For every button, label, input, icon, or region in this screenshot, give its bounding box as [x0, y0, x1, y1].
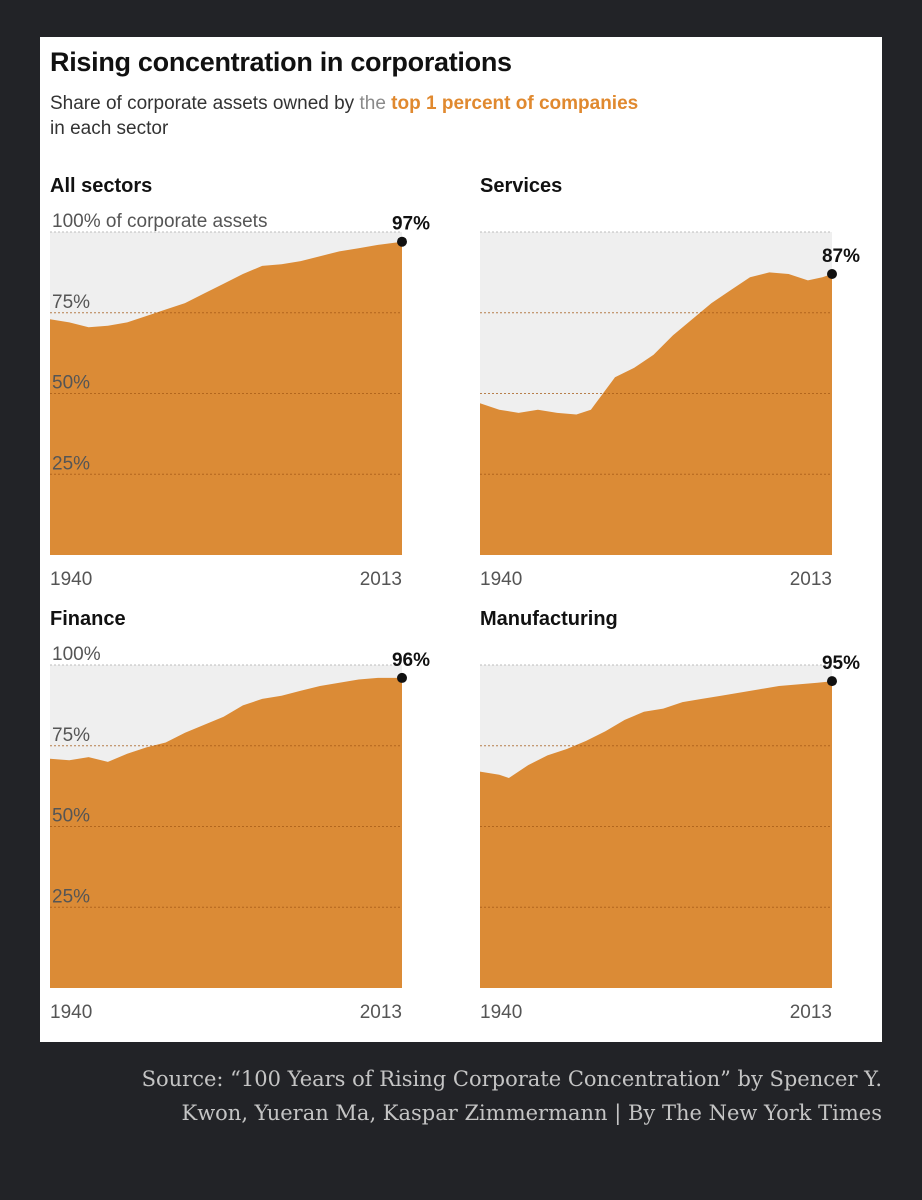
services-x-tick-label-start: 1940: [480, 569, 522, 590]
manufacturing-x-tick-label-start: 1940: [480, 1002, 522, 1023]
services-end-label: 87%: [822, 246, 860, 267]
finance-end-label: 96%: [392, 650, 430, 671]
all-sectors-end-label: 97%: [392, 214, 430, 235]
finance-end-point: [397, 672, 407, 683]
all-sectors-area-series: [50, 241, 402, 555]
finance-title: Finance: [50, 608, 126, 630]
all-sectors-end-point: [397, 236, 407, 247]
services-area-series: [480, 272, 832, 555]
source-credit: Source: “100 Years of Rising Corporate C…: [141, 1067, 882, 1125]
all-sectors-x-tick-label-end: 2013: [360, 569, 402, 590]
finance-x-tick-label-start: 1940: [50, 1002, 92, 1023]
chart-finance: Finance 100% 75% 50% 25% 1940 2013 96%: [50, 608, 430, 1023]
services-title: Services: [480, 175, 562, 197]
chart-manufacturing: Manufacturing 1940 2013 95%: [480, 608, 860, 1023]
subtitle-suffix: in each sector: [50, 118, 169, 139]
all-sectors-x-tick-label-start: 1940: [50, 569, 92, 590]
all-sectors-y-tick-label: 50%: [52, 373, 90, 394]
page-title: Rising concentration in corporations: [50, 47, 512, 77]
finance-x-tick-label-end: 2013: [360, 1002, 402, 1023]
manufacturing-title: Manufacturing: [480, 608, 618, 630]
manufacturing-x-tick-label-end: 2013: [790, 1002, 832, 1023]
manufacturing-end-label: 95%: [822, 653, 860, 674]
chart-panel: Rising concentration in corporations Sha…: [40, 37, 882, 1042]
subtitle-highlight: top 1 percent of companies: [391, 93, 639, 114]
chart-services: Services 1940 2013 87%: [480, 175, 860, 590]
finance-area-series: [50, 677, 402, 988]
finance-y-tick-label: 75%: [52, 725, 90, 746]
services-end-point: [827, 268, 837, 279]
all-sectors-y-tick-label: 75%: [52, 292, 90, 313]
subtitle-muted-text: the: [359, 93, 386, 114]
finance-y-tick-label: 25%: [52, 886, 90, 907]
services-x-tick-label-end: 2013: [790, 569, 832, 590]
chart-all-sectors: All sectors 100% of corporate assets 75% 50…: [50, 175, 430, 590]
finance-y-tick-label: 50%: [52, 806, 90, 827]
finance-y-tick-label: 100%: [52, 644, 101, 665]
page-subtitle: Share of corporate assets owned by the t…: [50, 91, 810, 141]
all-sectors-y-tick-label: 100% of corporate assets: [52, 211, 267, 232]
subtitle-text: Share of corporate assets owned by: [50, 93, 360, 114]
manufacturing-area-series: [480, 681, 832, 988]
all-sectors-title: All sectors: [50, 175, 152, 197]
manufacturing-end-point: [827, 676, 837, 687]
all-sectors-y-tick-label: 25%: [52, 453, 90, 474]
